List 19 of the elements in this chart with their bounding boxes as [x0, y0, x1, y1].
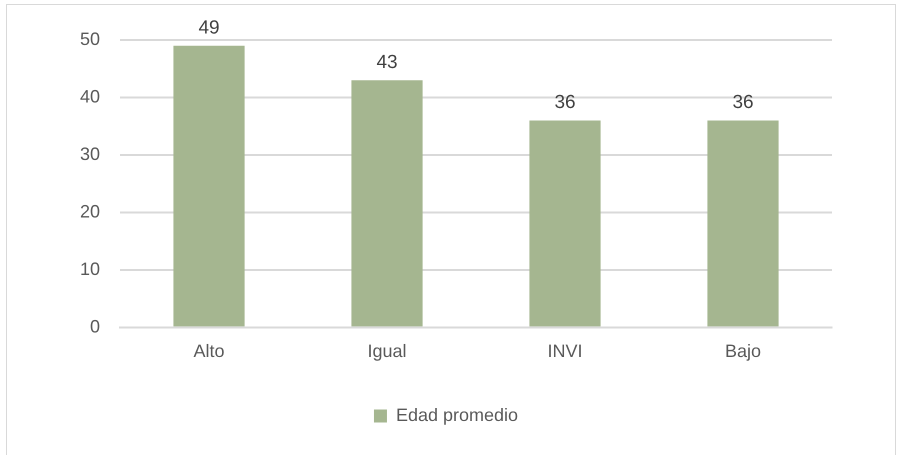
bar — [707, 120, 779, 326]
y-tick-label: 50 — [80, 28, 100, 49]
data-label: 43 — [376, 52, 398, 73]
data-label: 49 — [198, 17, 220, 38]
y-tick-label: 0 — [90, 316, 100, 336]
y-tick-label: 40 — [80, 86, 100, 106]
legend-label: Edad promedio — [396, 404, 518, 425]
bar — [351, 80, 423, 326]
bar — [173, 46, 245, 326]
x-tick-label: Alto — [194, 341, 225, 362]
data-label: 36 — [732, 92, 754, 114]
x-tick-label: INVI — [548, 341, 583, 362]
data-label: 36 — [554, 92, 576, 114]
y-tick-label: 20 — [80, 201, 100, 222]
bar — [529, 120, 601, 326]
y-tick-label: 30 — [80, 144, 100, 164]
y-tick-label: 10 — [80, 258, 100, 279]
x-tick-label: Igual — [367, 341, 407, 362]
x-tick-label: Bajo — [724, 341, 762, 362]
